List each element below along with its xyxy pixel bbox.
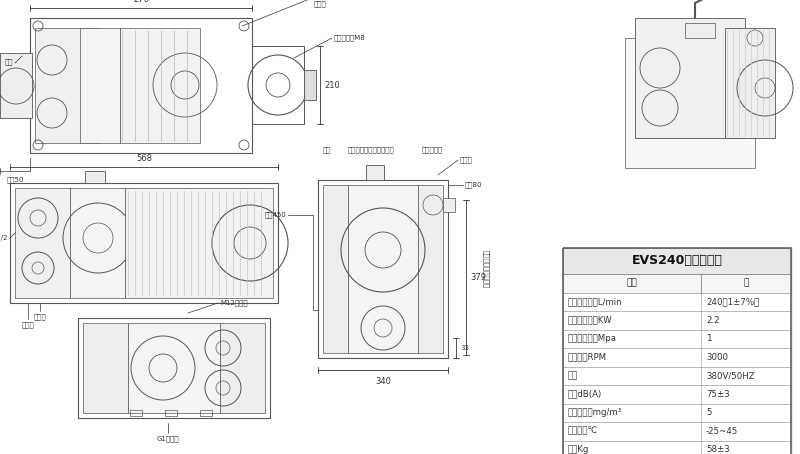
Text: 空壓機排氣口R1/2: 空壓機排氣口R1/2: [0, 235, 8, 242]
Bar: [563, 385, 791, 404]
Bar: [323, 185, 348, 353]
Text: 2.2: 2.2: [706, 316, 720, 325]
Bar: [30, 18, 252, 153]
Text: 380V/50HZ: 380V/50HZ: [706, 371, 754, 380]
Bar: [125, 188, 273, 298]
Text: 58±3: 58±3: [706, 445, 730, 454]
Bar: [635, 18, 745, 138]
Text: 276: 276: [133, 0, 149, 4]
Text: 重量Kg: 重量Kg: [568, 445, 590, 454]
Text: 电源: 电源: [568, 371, 578, 380]
Text: 340: 340: [375, 377, 391, 386]
Text: 排气含油量mg/m³: 排气含油量mg/m³: [568, 408, 622, 417]
Bar: [563, 404, 791, 422]
Text: 空濾: 空濾: [323, 147, 331, 153]
Text: 电机额定功率KW: 电机额定功率KW: [568, 316, 613, 325]
Text: 液油箱: 液油箱: [34, 313, 46, 320]
Bar: [165, 410, 177, 416]
Text: 噪音dB(A): 噪音dB(A): [568, 390, 602, 399]
Bar: [563, 348, 791, 366]
Text: 项目: 项目: [626, 279, 638, 288]
Text: 额定转速RPM: 额定转速RPM: [568, 353, 607, 362]
Bar: [563, 311, 791, 330]
Bar: [318, 180, 448, 358]
Text: 電機接地孔M8: 電機接地孔M8: [334, 35, 366, 41]
Text: 5: 5: [706, 408, 711, 417]
Text: 大于80: 大于80: [465, 182, 482, 188]
Bar: [120, 28, 200, 143]
Bar: [252, 46, 304, 124]
Text: M12吊裝孔: M12吊裝孔: [220, 300, 248, 306]
Text: 散熱器維護方向空間: 散熱器維護方向空間: [482, 250, 490, 288]
Bar: [80, 28, 120, 143]
Text: 減震墊: 減震墊: [314, 1, 326, 7]
Bar: [35, 28, 100, 143]
Text: 値: 値: [743, 279, 749, 288]
Text: -25~45: -25~45: [706, 427, 738, 436]
Text: 大于50: 大于50: [6, 176, 24, 183]
Bar: [130, 410, 142, 416]
Text: 公称容积流量L/min: 公称容积流量L/min: [568, 297, 622, 306]
Bar: [563, 422, 791, 440]
Bar: [563, 248, 791, 274]
Text: 75±3: 75±3: [706, 390, 730, 399]
Bar: [304, 70, 316, 100]
Bar: [348, 185, 418, 353]
Text: 210: 210: [324, 80, 340, 89]
Text: EVS240技术参数表: EVS240技术参数表: [631, 255, 722, 267]
Bar: [0, 53, 32, 118]
Bar: [685, 23, 715, 38]
Bar: [85, 171, 105, 183]
Bar: [418, 185, 443, 353]
Text: 1: 1: [706, 334, 711, 343]
Bar: [220, 323, 265, 413]
Bar: [366, 165, 384, 180]
Bar: [563, 248, 791, 454]
Bar: [10, 183, 278, 303]
Bar: [15, 188, 70, 298]
Bar: [563, 440, 791, 454]
Bar: [625, 38, 755, 168]
Text: 加油口: 加油口: [460, 157, 473, 163]
Text: 濾油口: 濾油口: [22, 321, 34, 328]
Text: 33: 33: [460, 345, 469, 351]
Text: 环境温度℃: 环境温度℃: [568, 427, 598, 436]
Text: G1油堵孔: G1油堵孔: [157, 435, 179, 442]
Bar: [563, 292, 791, 311]
Text: 额定工作压力Mpa: 额定工作压力Mpa: [568, 334, 617, 343]
Text: 油氣分離器: 油氣分離器: [422, 147, 443, 153]
Bar: [83, 323, 128, 413]
Bar: [443, 198, 455, 212]
Bar: [563, 366, 791, 385]
Bar: [563, 274, 791, 292]
Text: 空濾、油濾拆卸保養空間: 空濾、油濾拆卸保養空間: [348, 147, 394, 153]
Text: 568: 568: [136, 154, 152, 163]
Bar: [200, 410, 212, 416]
Text: 3000: 3000: [706, 353, 728, 362]
Bar: [70, 188, 125, 298]
Bar: [725, 28, 775, 138]
Bar: [563, 330, 791, 348]
Bar: [128, 323, 220, 413]
Bar: [563, 248, 791, 454]
Text: 240（1±7%）: 240（1±7%）: [706, 297, 759, 306]
Bar: [78, 318, 270, 418]
Text: 大于450: 大于450: [264, 212, 286, 218]
Text: 379: 379: [470, 273, 486, 282]
Text: 油濾: 油濾: [5, 59, 13, 65]
